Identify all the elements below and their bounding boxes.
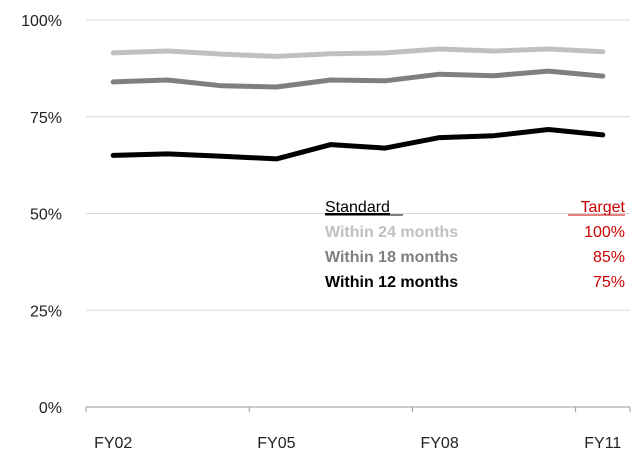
y-tick-label: 100% [21, 13, 62, 30]
x-axis-tick-marks [85, 407, 631, 412]
legend: Standard Target Within 24 months 100%With… [325, 199, 626, 291]
legend-rows: Within 24 months 100% Within 18 months 85% W… [325, 224, 625, 291]
gridlines [86, 19, 630, 311]
legend-entry-label: Within 24 months [325, 224, 458, 241]
series-line-within-24-months [110, 46, 606, 59]
x-tick-label: FY02 [94, 435, 132, 452]
legend-entry-target: 85% [593, 249, 625, 266]
series-line-within-18-months [110, 68, 606, 90]
legend-entry-label: Within 12 months [325, 274, 458, 291]
legend-entry-target: 100% [584, 224, 625, 241]
x-axis-tick-labels: FY02 FY05 FY08 FY11 [94, 435, 621, 452]
legend-target-header: Target [581, 199, 626, 216]
y-axis-tick-labels: 0% 25% 50% 75% 100% [21, 13, 62, 417]
y-tick-label: 50% [30, 207, 62, 224]
legend-header: Standard [325, 199, 390, 216]
y-tick-label: 25% [30, 303, 62, 320]
x-tick-label: FY08 [420, 435, 458, 452]
series-line-within-12-months [110, 127, 606, 162]
y-tick-label: 75% [30, 110, 62, 127]
legend-entry-label: Within 18 months [325, 249, 458, 266]
y-tick-label: 0% [39, 400, 62, 417]
series-lines [110, 46, 606, 162]
legend-entry-target: 75% [593, 274, 625, 291]
x-tick-label: FY11 [584, 435, 621, 452]
x-tick-label: FY05 [257, 435, 295, 452]
